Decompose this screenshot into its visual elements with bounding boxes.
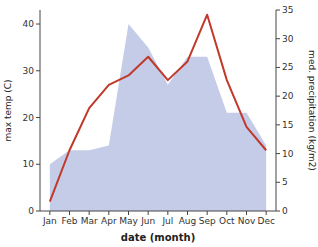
y-tick [36, 164, 40, 165]
y2-tick-label: 10 [282, 149, 294, 159]
y2-tick-label: 5 [282, 177, 288, 187]
x-tick [148, 211, 149, 215]
y2-tick [276, 211, 280, 212]
x-tick [108, 211, 109, 215]
x-tick-label: May [119, 216, 138, 226]
x-tick-label: Dec [257, 216, 274, 226]
x-axis-label: date (month) [121, 232, 195, 243]
y2-tick-label: 15 [282, 120, 293, 130]
x-tick [266, 211, 267, 215]
y2-tick [276, 10, 280, 11]
y2-axis-line [276, 10, 277, 211]
x-tick-label: Aug [179, 216, 197, 226]
y-tick [36, 70, 40, 71]
y-tick [36, 24, 40, 25]
y-tick-label: 30 [23, 66, 35, 76]
y-tick [36, 117, 40, 118]
chart-svg: 01020304005101520253035JanFebMarAprMayJu… [0, 0, 318, 247]
y2-tick-label: 25 [282, 62, 293, 72]
y-tick-label: 0 [28, 206, 34, 216]
x-tick-label: Sep [199, 216, 216, 226]
y2-tick-label: 30 [282, 34, 294, 44]
y-tick-label: 10 [23, 159, 35, 169]
chart-container: 01020304005101520253035JanFebMarAprMayJu… [0, 0, 318, 247]
x-tick-label: Jun [140, 216, 155, 226]
axes: 01020304005101520253035JanFebMarAprMayJu… [23, 5, 294, 226]
x-tick-label: Oct [219, 216, 235, 226]
y2-tick [276, 67, 280, 68]
x-tick [89, 211, 90, 215]
y2-tick [276, 38, 280, 39]
x-tick [69, 211, 70, 215]
x-tick-label: Apr [101, 216, 117, 226]
y2-tick-label: 0 [282, 206, 288, 216]
y2-tick [276, 96, 280, 97]
x-tick [128, 211, 129, 215]
x-tick-label: Mar [81, 216, 98, 226]
y2-tick [276, 182, 280, 183]
y-axis-label: max temp (C) [3, 79, 13, 141]
x-axis-line [40, 211, 276, 212]
y-tick [36, 211, 40, 212]
y2-tick-label: 20 [282, 91, 294, 101]
x-tick [207, 211, 208, 215]
x-tick-label: Jan [42, 216, 57, 226]
x-tick-label: Feb [62, 216, 78, 226]
x-tick-label: Nov [238, 216, 256, 226]
y2-tick-label: 35 [282, 5, 293, 15]
x-tick [187, 211, 188, 215]
x-tick [226, 211, 227, 215]
precipitation-area [50, 24, 266, 211]
plot-area [50, 15, 266, 211]
y-tick-label: 20 [23, 113, 35, 123]
y-axis-line [40, 10, 41, 211]
x-tick [49, 211, 50, 215]
y-tick-label: 40 [23, 19, 35, 29]
x-tick [246, 211, 247, 215]
temperature-line [50, 15, 266, 202]
x-tick [167, 211, 168, 215]
y2-tick [276, 124, 280, 125]
x-tick-label: Jul [161, 216, 173, 226]
y2-tick [276, 153, 280, 154]
y2-axis-label: med. precipitation (kg/m2) [307, 50, 317, 171]
